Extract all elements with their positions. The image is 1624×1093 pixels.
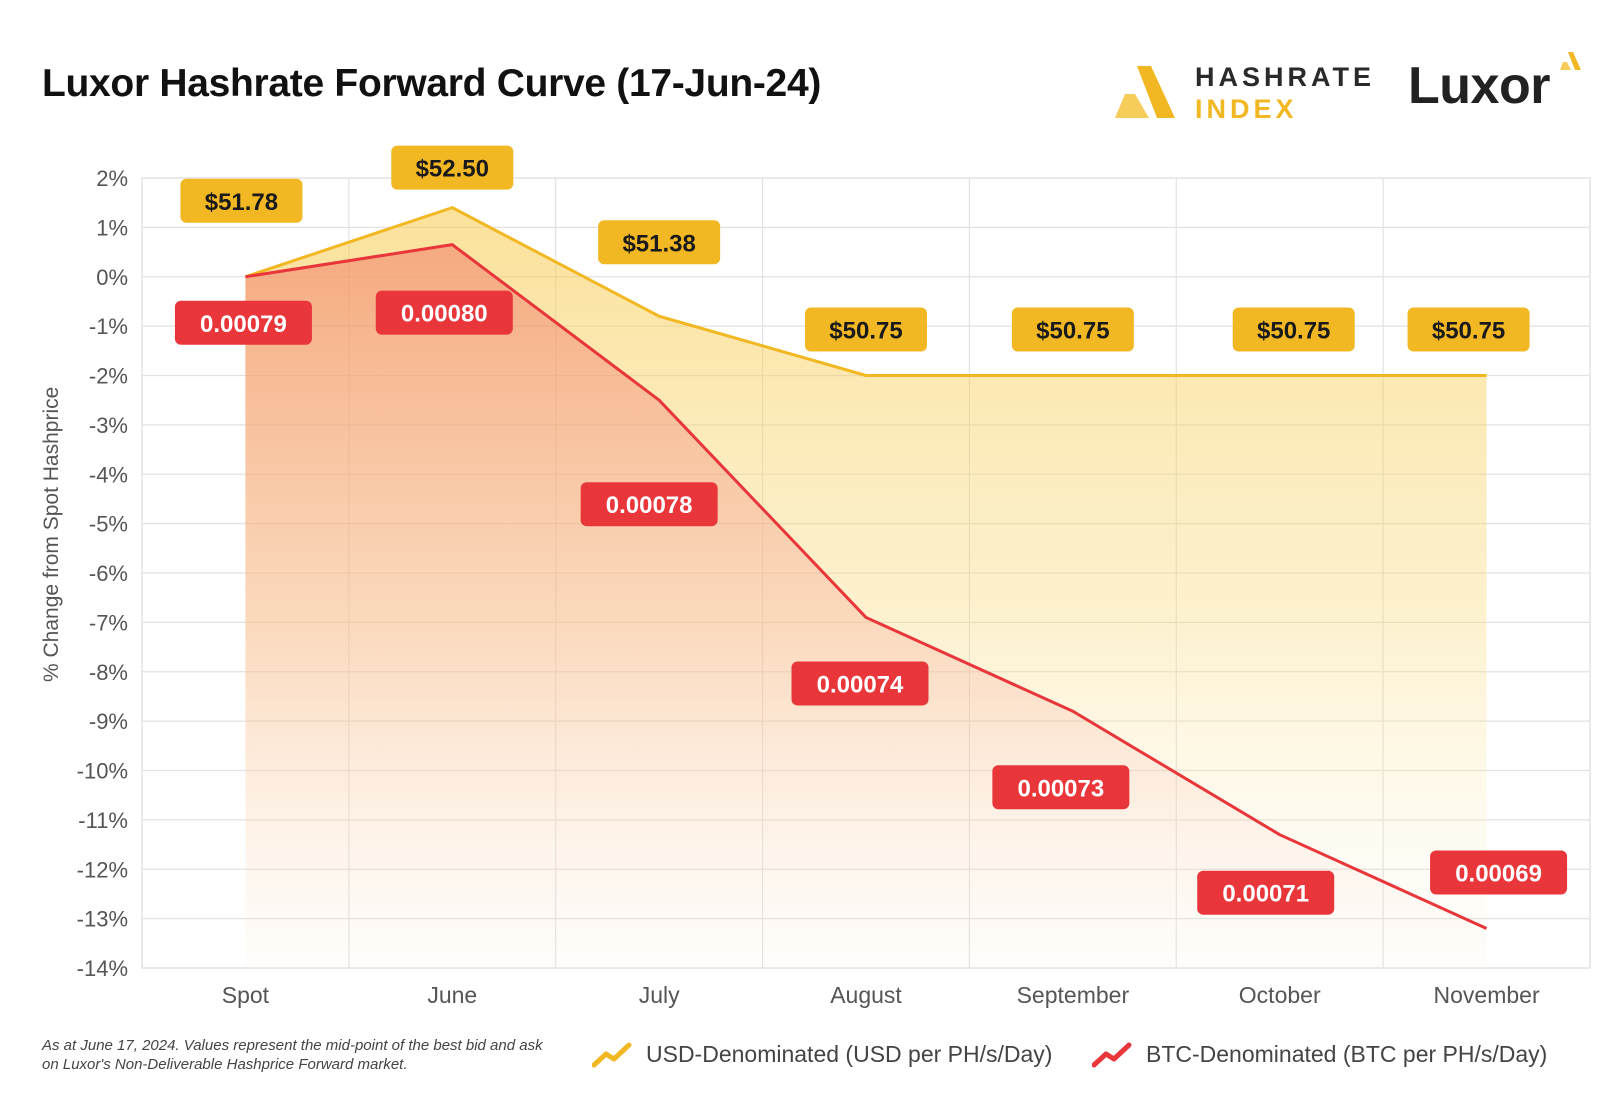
- btc-data-label-bg: [174, 300, 312, 345]
- btc-line-icon: [1092, 1042, 1132, 1067]
- x-tick-label: August: [830, 982, 902, 1008]
- btc-data-label-text: 0.00074: [817, 671, 904, 698]
- usd-data-label-bg: [391, 145, 514, 190]
- y-tick-label: -4%: [89, 462, 128, 487]
- y-tick-label: -3%: [89, 413, 128, 438]
- series-lines: [244, 206, 1488, 930]
- legend-label-btc: BTC-Denominated (BTC per PH/s/Day): [1146, 1041, 1548, 1067]
- usd-series-line: [244, 206, 1487, 377]
- btc-data-label-bg: [580, 482, 718, 527]
- btc-data-label-text: 0.00078: [606, 492, 693, 519]
- usd-data-label: $51.38: [598, 220, 721, 265]
- btc-data-label-text: 0.00071: [1222, 881, 1309, 908]
- luxor-logo-icon: [1560, 52, 1581, 70]
- usd-data-label-text: $51.78: [205, 189, 278, 216]
- btc-data-label-bg: [375, 290, 513, 335]
- btc-data-label-text: 0.00080: [401, 301, 488, 328]
- series-areas: [245, 207, 1487, 968]
- y-tick-label: -9%: [89, 709, 128, 734]
- y-tick-label: -10%: [77, 759, 128, 784]
- btc-data-label: 0.00074: [791, 661, 929, 706]
- btc-data-label-bg: [791, 661, 929, 706]
- btc-area: [245, 244, 1487, 968]
- usd-data-label: $52.50: [391, 145, 514, 190]
- y-tick-label: -5%: [89, 512, 128, 537]
- btc-data-label: 0.00078: [580, 482, 718, 527]
- legend-item-btc: BTC-Denominated (BTC per PH/s/Day): [1092, 1041, 1547, 1068]
- x-tick-label: July: [639, 982, 680, 1008]
- btc-data-label-bg: [1430, 850, 1568, 895]
- usd-data-label-bg: [180, 178, 303, 223]
- usd-data-label: $51.78: [180, 178, 303, 223]
- x-tick-label: September: [1017, 982, 1130, 1008]
- y-tick-label: 0%: [96, 265, 128, 290]
- btc-data-label: 0.00080: [375, 290, 513, 335]
- luxor-logo: Luxor: [1408, 52, 1588, 122]
- btc-data-label: 0.00071: [1197, 870, 1335, 915]
- btc-data-label-text: 0.00073: [1017, 775, 1104, 802]
- usd-data-label-text: $52.50: [416, 156, 489, 183]
- btc-data-label-bg: [1197, 870, 1335, 915]
- y-tick-label: -1%: [89, 314, 128, 339]
- usd-data-label: $50.75: [805, 307, 927, 352]
- y-axis-title: % Change from Spot Hashprice: [40, 386, 63, 682]
- x-tick-label: October: [1239, 982, 1321, 1008]
- btc-data-label: 0.00079: [174, 300, 312, 345]
- usd-data-label-text: $50.75: [1257, 318, 1330, 345]
- y-tick-label: -8%: [89, 660, 128, 685]
- axis-labels: 2% 1% 0% -1% -2% -3% -4% -5% -6% -7% -8% -9% -10% -11…: [77, 166, 1540, 1008]
- x-tick-label: November: [1434, 982, 1540, 1008]
- y-tick-label: -11%: [78, 808, 128, 833]
- chart-title: Luxor Hashrate Forward Curve (17-Jun-24): [42, 62, 822, 105]
- y-tick-label: 1%: [96, 215, 128, 240]
- btc-data-label-bg: [992, 765, 1130, 810]
- y-tick-label: -7%: [89, 610, 128, 635]
- btc-data-label: 0.00069: [1430, 850, 1568, 895]
- x-tick-label: Spot: [222, 982, 270, 1008]
- btc-data-label-text: 0.00069: [1455, 861, 1542, 888]
- usd-data-label-text: $50.75: [829, 318, 902, 345]
- usd-data-label-text: $50.75: [1036, 318, 1109, 345]
- usd-data-label-bg: [805, 307, 927, 352]
- legend-item-usd: USD-Denominated (USD per PH/s/Day): [592, 1041, 1052, 1068]
- y-tick-label: -6%: [89, 561, 128, 586]
- footnote: As at June 17, 2024. Values represent th…: [42, 1037, 543, 1073]
- usd-line-icon: [592, 1042, 632, 1067]
- luxor-logo-word: Luxor: [1408, 57, 1550, 115]
- hashrate-index-logo-icon: [1115, 66, 1175, 118]
- x-tick-label: June: [427, 982, 477, 1008]
- legend-label-usd: USD-Denominated (USD per PH/s/Day): [646, 1041, 1053, 1067]
- usd-data-label-bg: [1232, 307, 1355, 352]
- usd-data-label: $50.75: [1011, 307, 1134, 352]
- data-labels: $51.78 $52.50 $51.38 $50.75 $50.75 $50.75 $50.…: [174, 145, 1568, 915]
- usd-data-label: $50.75: [1407, 307, 1530, 352]
- y-tick-label: -12%: [77, 857, 128, 882]
- usd-data-label: $50.75: [1232, 307, 1355, 352]
- usd-data-label-bg: [1011, 307, 1134, 352]
- btc-series-line: [245, 243, 1488, 930]
- btc-data-label: 0.00073: [992, 765, 1130, 810]
- y-tick-label: -2%: [89, 364, 128, 389]
- usd-data-label-bg: [598, 220, 721, 265]
- usd-data-label-bg: [1407, 307, 1530, 352]
- hashrate-index-logo-line1: HASHRATE: [1195, 62, 1375, 92]
- usd-data-label-text: $51.38: [622, 230, 695, 257]
- y-tick-label: 2%: [96, 166, 128, 191]
- y-tick-label: -14%: [77, 956, 128, 981]
- btc-data-label-text: 0.00079: [200, 311, 287, 338]
- hashrate-index-logo: HASHRATE INDEX: [1115, 58, 1371, 128]
- usd-data-label-text: $50.75: [1432, 318, 1505, 345]
- y-tick-label: -13%: [77, 907, 128, 932]
- hashrate-index-logo-line2: INDEX: [1195, 94, 1298, 124]
